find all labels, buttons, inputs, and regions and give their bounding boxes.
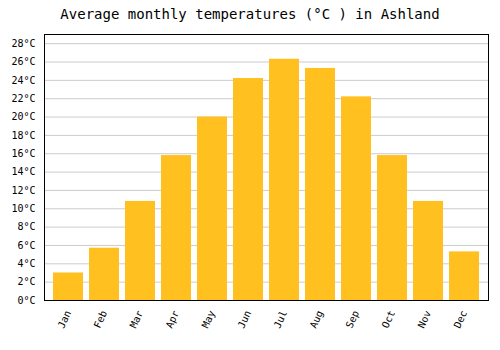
svg-text:Jun: Jun (236, 309, 254, 330)
svg-text:22°C: 22°C (11, 93, 35, 104)
svg-text:28°C: 28°C (11, 38, 35, 49)
svg-text:10°C: 10°C (11, 203, 35, 214)
svg-text:24°C: 24°C (11, 75, 35, 86)
svg-text:16°C: 16°C (11, 148, 35, 159)
svg-text:Jul: Jul (272, 309, 290, 330)
svg-text:Nov: Nov (416, 309, 434, 330)
svg-text:2°C: 2°C (17, 276, 35, 287)
svg-text:0°C: 0°C (17, 295, 35, 306)
svg-text:26°C: 26°C (11, 56, 35, 67)
svg-text:8°C: 8°C (17, 221, 35, 232)
svg-text:Feb: Feb (92, 309, 110, 330)
svg-text:14°C: 14°C (11, 166, 35, 177)
svg-text:Aug: Aug (308, 309, 326, 330)
svg-text:4°C: 4°C (17, 258, 35, 269)
svg-text:6°C: 6°C (17, 240, 35, 251)
svg-text:Apr: Apr (164, 309, 182, 330)
svg-text:Dec: Dec (452, 309, 470, 330)
svg-text:Jan: Jan (56, 309, 74, 330)
svg-text:Oct: Oct (380, 309, 398, 330)
svg-text:18°C: 18°C (11, 130, 35, 141)
svg-text:Sep: Sep (344, 309, 362, 330)
svg-text:12°C: 12°C (11, 185, 35, 196)
svg-text:May: May (200, 309, 218, 330)
svg-text:Mar: Mar (128, 309, 146, 330)
svg-text:20°C: 20°C (11, 111, 35, 122)
html-text:Average monthly temperatures (: Average monthly temperatures (°C ) in As… (60, 6, 440, 22)
